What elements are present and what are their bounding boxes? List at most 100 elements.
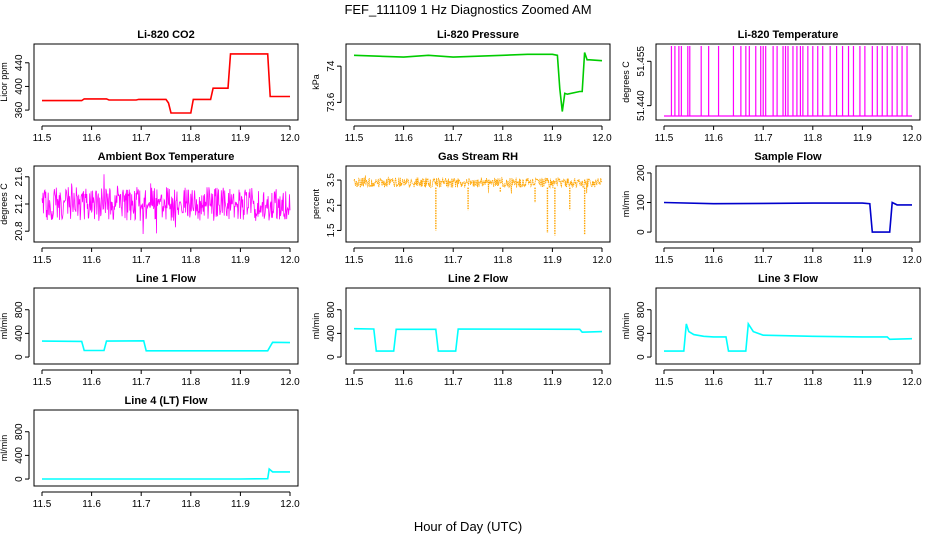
plot-frame — [655, 287, 921, 365]
data-series-line — [42, 53, 290, 114]
x-tick-label: 12.0 — [592, 133, 612, 144]
data-series-line — [42, 467, 290, 480]
x-tick-label: 11.5 — [345, 377, 364, 388]
x-tick-label: 11.8 — [493, 255, 512, 266]
panel-title: Li-820 Pressure — [437, 29, 519, 41]
x-tick-label: 12.0 — [280, 255, 300, 266]
x-tick-label: 11.7 — [444, 133, 463, 144]
x-tick-label: 11.5 — [33, 255, 52, 266]
x-tick-label: 11.5 — [345, 255, 364, 266]
x-tick-label: 12.0 — [280, 499, 300, 510]
y-tick-label: 800 — [14, 301, 25, 318]
y-axis-label: ml/min — [621, 191, 631, 218]
panel-10: Line 4 (LT) Flow 11.5 11.6 11.7 11.8 11.9 12.0… — [0, 395, 300, 510]
x-tick-label: 11.7 — [132, 255, 151, 266]
y-tick-label: 73.6 — [326, 92, 337, 112]
x-tick-label: 11.7 — [754, 377, 773, 388]
panel-title: Li-820 Temperature — [738, 29, 839, 41]
data-series-line — [663, 201, 912, 233]
y-tick-label: 100 — [636, 194, 647, 211]
y-tick-label: 3.5 — [326, 173, 337, 187]
y-axis-label: kPa — [311, 74, 321, 90]
y-axis-label: ml/min — [0, 313, 9, 340]
x-tick-label: 11.9 — [231, 377, 250, 388]
y-tick-label: 400 — [636, 325, 647, 342]
x-tick-label: 11.6 — [704, 377, 723, 388]
x-tick-label: 11.9 — [231, 255, 250, 266]
x-tick-label: 12.0 — [280, 377, 300, 388]
y-axis-label: degrees C — [0, 183, 9, 225]
x-tick-label: 11.6 — [704, 255, 723, 266]
panel-6: Sample Flow 11.5 11.6 11.7 11.8 11.9 12.0 0 100 2… — [621, 151, 922, 266]
y-tick-label: 0 — [326, 354, 337, 360]
x-tick-label: 11.5 — [655, 377, 674, 388]
panel-title: Line 1 Flow — [136, 273, 196, 285]
x-tick-label: 11.7 — [132, 499, 151, 510]
x-tick-label: 12.0 — [902, 255, 922, 266]
x-tick-label: 11.7 — [754, 255, 773, 266]
x-tick-label: 11.5 — [655, 255, 674, 266]
figure-title: FEF_111109 1 Hz Diagnostics Zoomed AM — [344, 2, 591, 17]
y-tick-label: 51.455 — [636, 46, 647, 77]
y-tick-label: 0 — [14, 354, 25, 360]
panel-9: Line 3 Flow 11.5 11.6 11.7 11.8 11.9 12.0 0 400 8… — [621, 273, 922, 388]
y-tick-label: 800 — [326, 301, 337, 318]
data-series-line — [353, 52, 603, 112]
y-tick-label: 1.5 — [326, 223, 337, 237]
x-tick-label: 11.9 — [853, 377, 872, 388]
figure-x-axis-label: Hour of Day (UTC) — [414, 519, 522, 534]
panel-2: Li-820 Pressure 11.5 11.6 11.7 11.8 11.9 12.0 7… — [311, 29, 612, 144]
x-tick-label: 11.9 — [543, 133, 562, 144]
data-series-line — [664, 321, 913, 352]
panel-7: Line 1 Flow 11.5 11.6 11.7 11.8 11.9 12.0 0 400 8… — [0, 273, 300, 388]
plot-frame — [33, 287, 299, 365]
plot-frame — [33, 43, 299, 121]
panel-5: Gas Stream RH 11.5 11.6 11.7 11.8 11.9 12.0 1.5… — [311, 151, 612, 266]
y-tick-label: 800 — [14, 423, 25, 440]
y-tick-label: 0 — [14, 476, 25, 482]
plot-frame — [655, 43, 921, 121]
x-tick-label: 11.5 — [345, 133, 364, 144]
panel-title: Line 3 Flow — [758, 273, 818, 285]
panel-title: Line 4 (LT) Flow — [125, 395, 208, 407]
data-series-line — [41, 339, 291, 352]
panel-3: Li-820 Temperature 11.5 11.6 11.7 11.8 11.9 12… — [621, 29, 922, 144]
x-tick-label: 11.7 — [444, 377, 463, 388]
y-axis-label: degrees C — [621, 61, 631, 103]
x-tick-label: 11.8 — [181, 133, 200, 144]
x-tick-label: 11.8 — [493, 377, 512, 388]
y-tick-label: 360 — [14, 101, 25, 118]
plot-frame — [345, 43, 611, 121]
y-tick-label: 0 — [636, 354, 647, 360]
x-tick-label: 12.0 — [902, 377, 922, 388]
x-tick-label: 12.0 — [592, 255, 612, 266]
y-axis-label: ml/min — [621, 313, 631, 340]
x-tick-label: 11.8 — [803, 377, 822, 388]
panel-title: Ambient Box Temperature — [98, 151, 235, 163]
plot-frame — [345, 287, 611, 365]
x-tick-label: 12.0 — [280, 133, 300, 144]
x-tick-label: 11.8 — [181, 377, 200, 388]
x-tick-label: 11.5 — [33, 377, 52, 388]
panel-title: Line 2 Flow — [448, 273, 508, 285]
panel-title: Li-820 CO2 — [137, 29, 194, 41]
x-tick-label: 11.8 — [493, 133, 512, 144]
x-tick-label: 11.5 — [33, 133, 52, 144]
x-tick-label: 11.9 — [543, 255, 562, 266]
y-tick-label: 400 — [14, 447, 25, 464]
x-tick-label: 11.8 — [181, 255, 200, 266]
data-series-line — [41, 174, 291, 235]
y-tick-label: 800 — [636, 301, 647, 318]
panel-title: Sample Flow — [754, 151, 822, 163]
y-axis-label: percent — [311, 188, 321, 219]
y-tick-label: 21.6 — [14, 167, 25, 187]
x-tick-label: 11.6 — [82, 377, 101, 388]
panel-4: Ambient Box Temperature 11.5 11.6 11.7 11.8 1… — [0, 151, 300, 266]
x-tick-label: 11.9 — [231, 133, 250, 144]
y-tick-label: 0 — [636, 229, 647, 235]
y-tick-label: 400 — [14, 325, 25, 342]
x-tick-label: 11.6 — [394, 255, 413, 266]
y-tick-label: 21.2 — [14, 194, 25, 214]
y-tick-label: 2.5 — [326, 198, 337, 212]
x-tick-label: 11.6 — [704, 133, 723, 144]
